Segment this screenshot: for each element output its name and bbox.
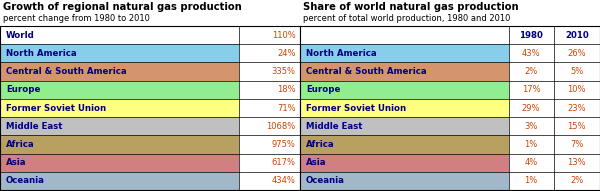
Text: North America: North America <box>6 49 77 58</box>
Text: 1980: 1980 <box>519 31 543 40</box>
Bar <box>509 135 554 154</box>
Bar <box>0 26 300 190</box>
Bar <box>0 154 239 172</box>
Text: 10%: 10% <box>568 85 586 94</box>
Text: percent of total world production, 1980 and 2010: percent of total world production, 1980 … <box>303 14 511 23</box>
Bar <box>0 99 239 117</box>
Bar <box>239 62 300 81</box>
Bar <box>239 135 300 154</box>
Text: Growth of regional natural gas production: Growth of regional natural gas productio… <box>3 2 242 12</box>
Bar <box>554 172 600 190</box>
Text: 43%: 43% <box>521 49 541 58</box>
Text: 13%: 13% <box>568 158 586 167</box>
Text: 617%: 617% <box>271 158 296 167</box>
Text: 5%: 5% <box>570 67 583 76</box>
Text: Former Soviet Union: Former Soviet Union <box>6 104 106 112</box>
Text: Oceania: Oceania <box>306 176 345 185</box>
Text: 26%: 26% <box>568 49 586 58</box>
Text: Europe: Europe <box>6 85 40 94</box>
Bar <box>300 81 509 99</box>
Text: 4%: 4% <box>524 158 538 167</box>
Text: 335%: 335% <box>271 67 296 76</box>
Text: 24%: 24% <box>277 49 296 58</box>
Bar <box>509 26 554 44</box>
Text: 110%: 110% <box>272 31 296 40</box>
Text: Central & South America: Central & South America <box>6 67 127 76</box>
Text: 2%: 2% <box>570 176 583 185</box>
Text: 29%: 29% <box>522 104 540 112</box>
Bar <box>0 44 239 62</box>
Text: Share of world natural gas production: Share of world natural gas production <box>303 2 518 12</box>
Bar <box>554 44 600 62</box>
Text: 71%: 71% <box>277 104 296 112</box>
Bar <box>300 62 509 81</box>
Text: Middle East: Middle East <box>6 122 62 131</box>
Bar <box>239 99 300 117</box>
Bar <box>0 81 239 99</box>
Text: Former Soviet Union: Former Soviet Union <box>306 104 406 112</box>
Bar <box>300 44 509 62</box>
Bar <box>0 117 239 135</box>
Text: Asia: Asia <box>6 158 26 167</box>
Text: 15%: 15% <box>568 122 586 131</box>
Bar <box>0 172 239 190</box>
Text: 2010: 2010 <box>565 31 589 40</box>
Text: 17%: 17% <box>521 85 541 94</box>
Text: 1%: 1% <box>524 176 538 185</box>
Bar <box>554 117 600 135</box>
Bar <box>239 81 300 99</box>
Bar <box>239 44 300 62</box>
Text: 434%: 434% <box>272 176 296 185</box>
Bar <box>554 81 600 99</box>
Bar <box>239 117 300 135</box>
Bar <box>554 99 600 117</box>
Bar <box>0 26 239 44</box>
Bar <box>509 172 554 190</box>
Text: 3%: 3% <box>524 122 538 131</box>
Text: 23%: 23% <box>568 104 586 112</box>
Text: Africa: Africa <box>6 140 35 149</box>
Bar <box>554 154 600 172</box>
Text: 1%: 1% <box>524 140 538 149</box>
Bar <box>239 154 300 172</box>
Text: 975%: 975% <box>272 140 296 149</box>
Text: World: World <box>6 31 35 40</box>
Bar <box>0 135 239 154</box>
Bar <box>300 172 509 190</box>
Text: North America: North America <box>306 49 377 58</box>
Bar <box>300 26 509 44</box>
Bar <box>300 154 509 172</box>
Bar <box>554 62 600 81</box>
Bar <box>509 62 554 81</box>
Bar <box>239 172 300 190</box>
Bar <box>509 81 554 99</box>
Text: percent change from 1980 to 2010: percent change from 1980 to 2010 <box>3 14 150 23</box>
Bar <box>509 99 554 117</box>
Text: Oceania: Oceania <box>6 176 45 185</box>
Text: 1068%: 1068% <box>266 122 296 131</box>
Bar <box>239 26 300 44</box>
Text: Asia: Asia <box>306 158 326 167</box>
Bar <box>554 135 600 154</box>
Bar <box>0 62 239 81</box>
Bar <box>300 117 509 135</box>
Text: Africa: Africa <box>306 140 335 149</box>
Bar <box>509 44 554 62</box>
Bar <box>554 26 600 44</box>
Text: Europe: Europe <box>306 85 340 94</box>
Text: Central & South America: Central & South America <box>306 67 427 76</box>
Bar <box>300 99 509 117</box>
Bar <box>300 135 509 154</box>
Text: 18%: 18% <box>277 85 296 94</box>
Bar <box>300 26 600 190</box>
Bar <box>509 117 554 135</box>
Text: 7%: 7% <box>570 140 583 149</box>
Text: 2%: 2% <box>524 67 538 76</box>
Bar <box>509 154 554 172</box>
Text: Middle East: Middle East <box>306 122 362 131</box>
